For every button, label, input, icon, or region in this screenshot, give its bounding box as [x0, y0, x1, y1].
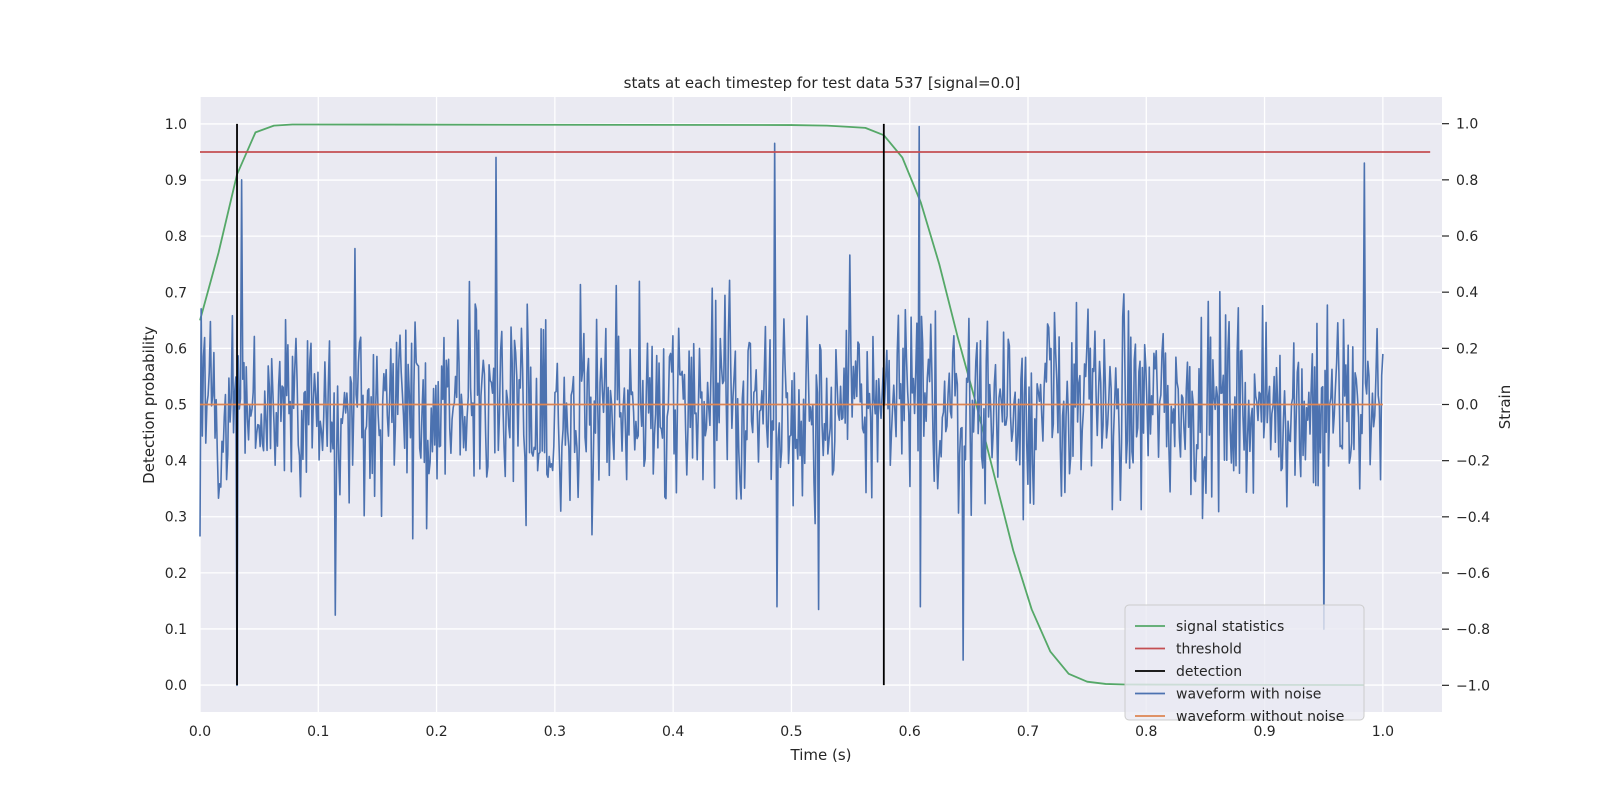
x-tick-label: 1.0 — [1372, 724, 1394, 740]
y-tick-label: 0.0 — [165, 678, 187, 694]
legend-box — [1124, 604, 1365, 721]
legend-items: signal statistics threshold detection wavef… — [1135, 619, 1344, 725]
y-tick-label: 0.5 — [165, 398, 187, 414]
y2-tick-label: −0.4 — [1456, 510, 1490, 526]
legend-waveform-without-noise-label: waveform without noise — [1176, 709, 1344, 725]
y2-tick-label: −0.2 — [1456, 454, 1490, 470]
legend-waveform-with-noise-label: waveform with noise — [1176, 687, 1321, 703]
legend-threshold-label: threshold — [1176, 642, 1242, 658]
x-tick-label: 0.4 — [662, 724, 684, 740]
legend-detection-label: detection — [1176, 664, 1242, 680]
y-tick-label: 0.3 — [165, 510, 187, 526]
x-axis-ticks: 0.0 0.1 0.2 0.3 0.4 0.5 0.6 0.7 0.8 0.9 1.0 — [189, 724, 1394, 740]
x-tick-label: 0.9 — [1253, 724, 1275, 740]
y-tick-label: 0.7 — [165, 285, 187, 301]
y-tick-label: 0.4 — [165, 454, 187, 470]
y2-tick-label: 0.6 — [1456, 229, 1478, 245]
x-tick-label: 0.5 — [780, 724, 802, 740]
legend-signal-statistics-label: signal statistics — [1176, 619, 1284, 635]
y2-tick-label: 0.2 — [1456, 341, 1478, 357]
y-tick-label: 0.6 — [165, 341, 187, 357]
signal-statistics-line — [199, 123, 1365, 686]
x-tick-label: 0.1 — [307, 724, 329, 740]
x-tick-label: 0.0 — [189, 724, 211, 740]
x-tick-label: 0.2 — [425, 724, 447, 740]
y-tick-label: 1.0 — [165, 117, 187, 133]
y2-tick-label: −0.8 — [1456, 622, 1490, 638]
y2-tick-label: 0.4 — [1456, 285, 1478, 301]
x-tick-label: 0.3 — [544, 724, 566, 740]
y-tick-label: 0.2 — [165, 566, 187, 582]
x-axis-label: Time (s) — [790, 746, 852, 764]
x-tick-label: 0.8 — [1135, 724, 1157, 740]
y2-tick-label: −0.6 — [1456, 566, 1490, 582]
x-tick-label: 0.7 — [1017, 724, 1039, 740]
y2-tick-label: 0.8 — [1456, 173, 1478, 189]
x-tick-label: 0.6 — [899, 724, 921, 740]
y-tick-label: 0.1 — [165, 622, 187, 638]
y2-axis-label: Strain — [1496, 385, 1514, 429]
y-tick-label: 0.9 — [165, 173, 187, 189]
y2-tick-label: 0.0 — [1456, 398, 1478, 414]
y2-tick-label: 1.0 — [1456, 117, 1478, 133]
y2-tick-label: −1.0 — [1456, 678, 1490, 694]
chart-title: stats at each timestep for test data 537… — [624, 74, 1021, 92]
legend: signal statistics threshold detection wavef… — [1124, 604, 1365, 725]
y-axis-label: Detection probability — [140, 326, 158, 484]
series-layer — [199, 123, 1431, 687]
y2-axis-ticks: −1.0 −0.8 −0.6 −0.4 −0.2 0.0 0.2 0.4 0.6 0.8 1.0 — [1442, 117, 1490, 694]
waveform-with-noise-line — [199, 125, 1384, 687]
y-tick-label: 0.8 — [165, 229, 187, 245]
y-axis-ticks: 0.0 0.1 0.2 0.3 0.4 0.5 0.6 0.7 0.8 0.9 1.0 — [165, 117, 187, 694]
